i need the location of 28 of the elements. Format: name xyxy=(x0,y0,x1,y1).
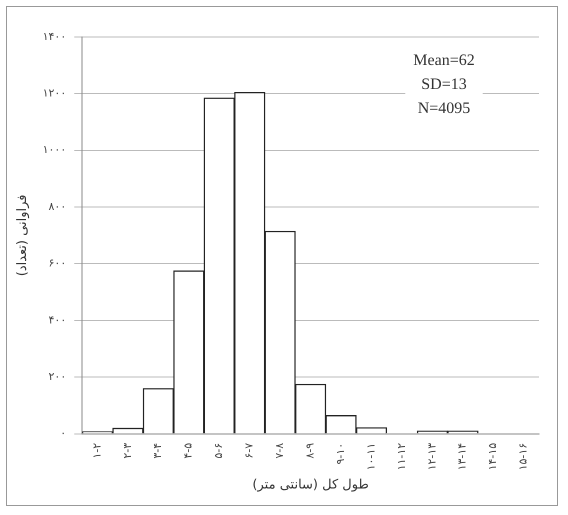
y-tick-label: ۴۰۰ xyxy=(48,313,66,326)
y-tick-label: ۶۰۰ xyxy=(48,256,66,270)
y-tick-label: ۰ xyxy=(60,426,66,440)
x-tick-label: ۵-۶ xyxy=(212,442,226,459)
annotation: SD=13 xyxy=(421,76,467,94)
x-tick-label: ۳-۴ xyxy=(151,442,164,459)
x-tick-label: ۷-۸ xyxy=(273,442,286,459)
x-tick-label: ۱۰-۱۱ xyxy=(364,442,378,470)
y-tick-label: ۱۴۰۰ xyxy=(42,30,66,43)
x-tick-label: ۶-۷ xyxy=(242,442,256,459)
y-tick-label: ۲۰۰ xyxy=(48,370,66,383)
annotation: N=4095 xyxy=(418,100,470,118)
x-tick-label: ۱-۲ xyxy=(90,442,104,459)
y-tick-label: ۱۲۰۰ xyxy=(42,86,66,100)
x-tick-label: ۱۱-۱۲ xyxy=(394,442,408,470)
annotation: Mean=62 xyxy=(413,52,475,70)
x-axis-title: طول کل (سانتی متر) xyxy=(252,478,369,493)
x-tick-label: ۹-۱۰ xyxy=(334,442,347,464)
x-tick-label: ۱۲-۱۳ xyxy=(425,442,438,470)
x-tick-label: ۱۳-۱۴ xyxy=(456,442,469,470)
y-tick-label: ۸۰۰ xyxy=(48,200,66,213)
y-axis-title: فراوانی (تعداد) xyxy=(15,194,30,276)
x-tick-label: ۸-۹ xyxy=(303,442,316,459)
x-tick-label: ۴-۵ xyxy=(182,442,195,459)
y-tick-label: ۱۰۰۰ xyxy=(42,143,66,156)
x-tick-label: ۱۵-۱۶ xyxy=(516,442,530,470)
x-tick-label: ۲-۳ xyxy=(120,442,134,459)
x-tick-label: ۱۴-۱۵ xyxy=(486,442,500,470)
